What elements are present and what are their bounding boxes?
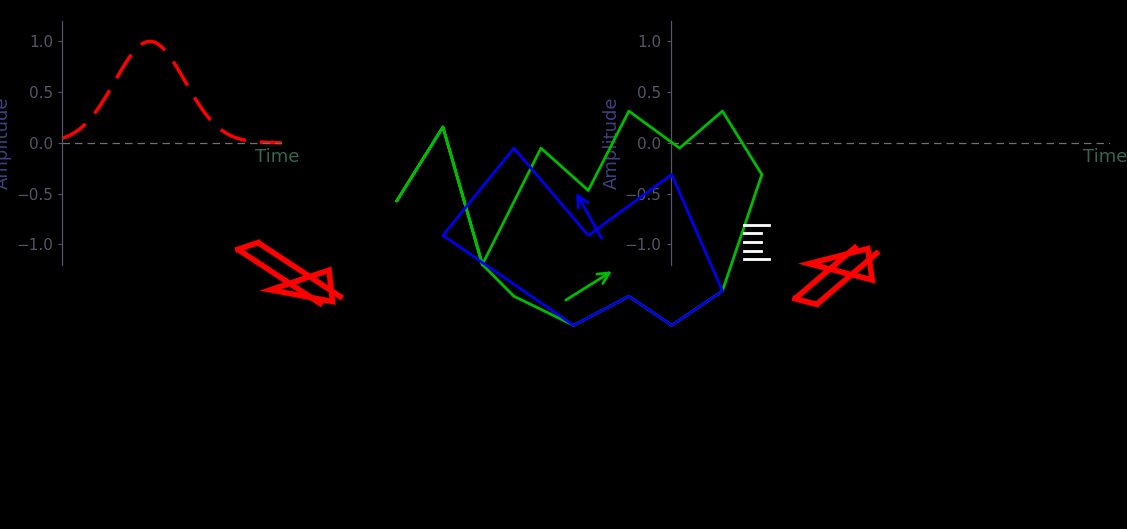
Text: Time: Time xyxy=(255,149,300,167)
Y-axis label: Amplitude: Amplitude xyxy=(603,97,621,189)
Y-axis label: Amplitude: Amplitude xyxy=(0,97,12,189)
Text: Time: Time xyxy=(1083,149,1127,167)
